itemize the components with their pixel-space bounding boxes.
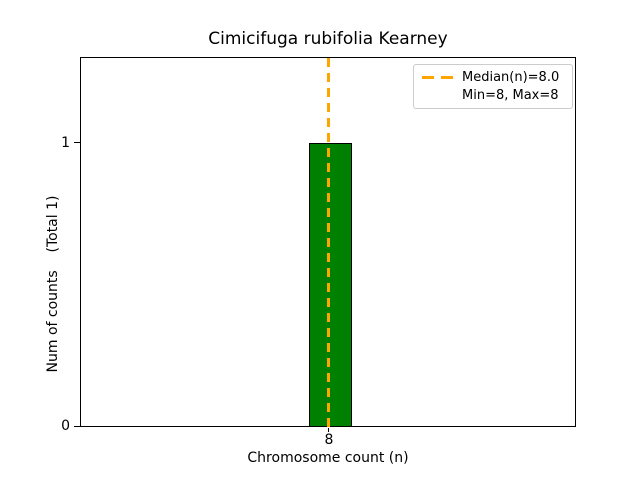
bar-chromosome-count-8 [309,143,352,427]
legend-entry-minmax: Min=8, Max=8 [422,87,564,106]
x-axis-label: Chromosome count (n) [247,450,409,466]
empty-swatch [422,94,453,97]
x-tick-mark-8 [328,428,329,432]
chart-title: Cimicifuga rubifolia Kearney [208,29,448,49]
plot-area: Median(n)=8.0 Min=8, Max=8 [80,57,576,427]
y-tick-mark-0 [74,426,80,427]
y-axis-label: Num of counts (Total 1) [45,195,61,373]
legend: Median(n)=8.0 Min=8, Max=8 [413,64,573,109]
y-tick-label-1: 1 [61,135,70,151]
legend-label-minmax: Min=8, Max=8 [462,88,559,104]
y-tick-mark-1 [74,142,80,143]
legend-label-median: Median(n)=8.0 [462,69,560,85]
legend-entry-median: Median(n)=8.0 [422,68,564,87]
x-tick-label-8: 8 [324,432,334,448]
y-tick-label-0: 0 [61,418,70,434]
median-line [327,58,330,427]
median-dashed-line-swatch [422,75,453,79]
